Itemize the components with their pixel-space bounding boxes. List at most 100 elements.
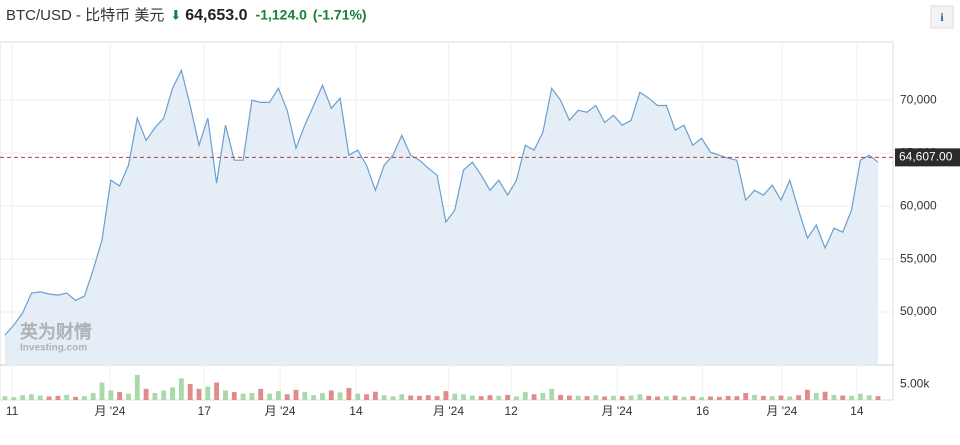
volume-bar (37, 395, 43, 400)
volume-bar (267, 393, 272, 400)
volume-bar (381, 395, 387, 400)
volume-bar (549, 388, 555, 400)
volume-bar (708, 396, 713, 400)
volume-bar (214, 382, 220, 400)
volume-bar (866, 395, 872, 400)
volume-bar (637, 394, 643, 400)
volume-bar (249, 393, 255, 400)
volume-bar (796, 395, 802, 400)
volume-bar (372, 391, 378, 400)
volume-bar (469, 395, 475, 400)
volume-bar (364, 394, 369, 400)
volume-bar (478, 396, 484, 400)
x-tick-label: 17 (198, 404, 212, 418)
x-tick-label: 14 (850, 404, 864, 418)
volume-bar (320, 393, 325, 400)
volume-bar (505, 394, 511, 400)
volume-bar (231, 392, 237, 400)
y-tick-label: 70,000 (900, 92, 937, 106)
volume-bar (81, 396, 87, 400)
volume-bar (20, 395, 26, 400)
volume-bar (161, 390, 167, 400)
volume-bar (840, 395, 846, 400)
volume-bar (425, 395, 431, 400)
volume-bar (831, 394, 837, 400)
volume-bar (55, 395, 61, 400)
x-tick-label: 11 (6, 404, 19, 418)
volume-bar (408, 395, 414, 400)
volume-bar (143, 388, 149, 400)
volume-bar (558, 394, 563, 400)
volume-bar (602, 396, 608, 400)
volume-bar (417, 395, 422, 400)
price-area (5, 70, 878, 366)
volume-bar (223, 390, 228, 400)
volume-bar (328, 390, 334, 400)
volume-bar (743, 393, 749, 400)
volume-bar (108, 390, 114, 400)
volume-bar (178, 378, 184, 400)
volume-bar (11, 397, 17, 400)
plot (0, 42, 893, 400)
price: 64,653.0 (185, 7, 247, 24)
volume-bar (275, 391, 281, 400)
x-tick-label: 14 (349, 404, 363, 418)
volume-bar (496, 395, 502, 400)
volume-bar (90, 393, 96, 400)
volume-bar (760, 395, 766, 400)
volume-bar (2, 396, 8, 400)
watermark-site: Investing.com (20, 343, 87, 354)
volume-bar (126, 393, 131, 400)
volume-bar (240, 393, 246, 400)
down-arrow: ⬇ (170, 7, 181, 22)
x-tick-label: 12 (504, 404, 518, 418)
volume-bar (311, 395, 317, 400)
volume-bar (690, 396, 696, 400)
volume-bar (443, 391, 449, 400)
change: -1,124.0 (256, 7, 308, 23)
volume-bar (64, 394, 70, 400)
x-tick-label: 月 '24 (601, 404, 632, 418)
info-button[interactable] (930, 5, 954, 29)
volume-bar (434, 396, 440, 400)
volume-bar (522, 392, 528, 400)
volume-bar (399, 394, 405, 400)
x-tick-label: 月 '24 (433, 404, 464, 418)
volume-bar (849, 395, 854, 400)
volume-bar (293, 389, 299, 400)
change-percent: (-1.71%) (313, 7, 367, 23)
volume-bar (390, 396, 396, 400)
volume-bar (187, 384, 193, 400)
volume-bar (857, 393, 863, 400)
volume-bar (540, 393, 546, 400)
volume-bar (672, 395, 678, 400)
volume-bar (699, 397, 705, 400)
volume-bar (628, 395, 634, 400)
volume-bar (99, 382, 105, 400)
watermark-brand: 英为财情 (19, 321, 92, 342)
volume-bar (805, 389, 810, 400)
volume-bar (258, 388, 264, 400)
volume-bar (196, 388, 202, 400)
volume-bar (769, 396, 775, 400)
volume-bar (646, 395, 652, 400)
volume-bar (461, 394, 466, 400)
volume-bar (681, 396, 687, 400)
volume-bar (170, 387, 175, 400)
volume-bar (29, 394, 34, 400)
x-tick-label: 16 (696, 404, 710, 418)
info-icon[interactable]: i (940, 10, 944, 24)
volume-bar (337, 392, 343, 400)
x-tick-label: 月 '24 (265, 404, 296, 418)
volume-bar (752, 394, 757, 400)
volume-tick-label: 5.00k (900, 376, 930, 390)
volume-bar (778, 395, 784, 400)
last-price-box (895, 148, 960, 167)
y-tick-label: 60,000 (900, 198, 937, 212)
volume-bar (355, 393, 361, 400)
volume-bar (787, 396, 793, 400)
volume-bar (531, 394, 537, 400)
volume-bar (205, 386, 211, 400)
